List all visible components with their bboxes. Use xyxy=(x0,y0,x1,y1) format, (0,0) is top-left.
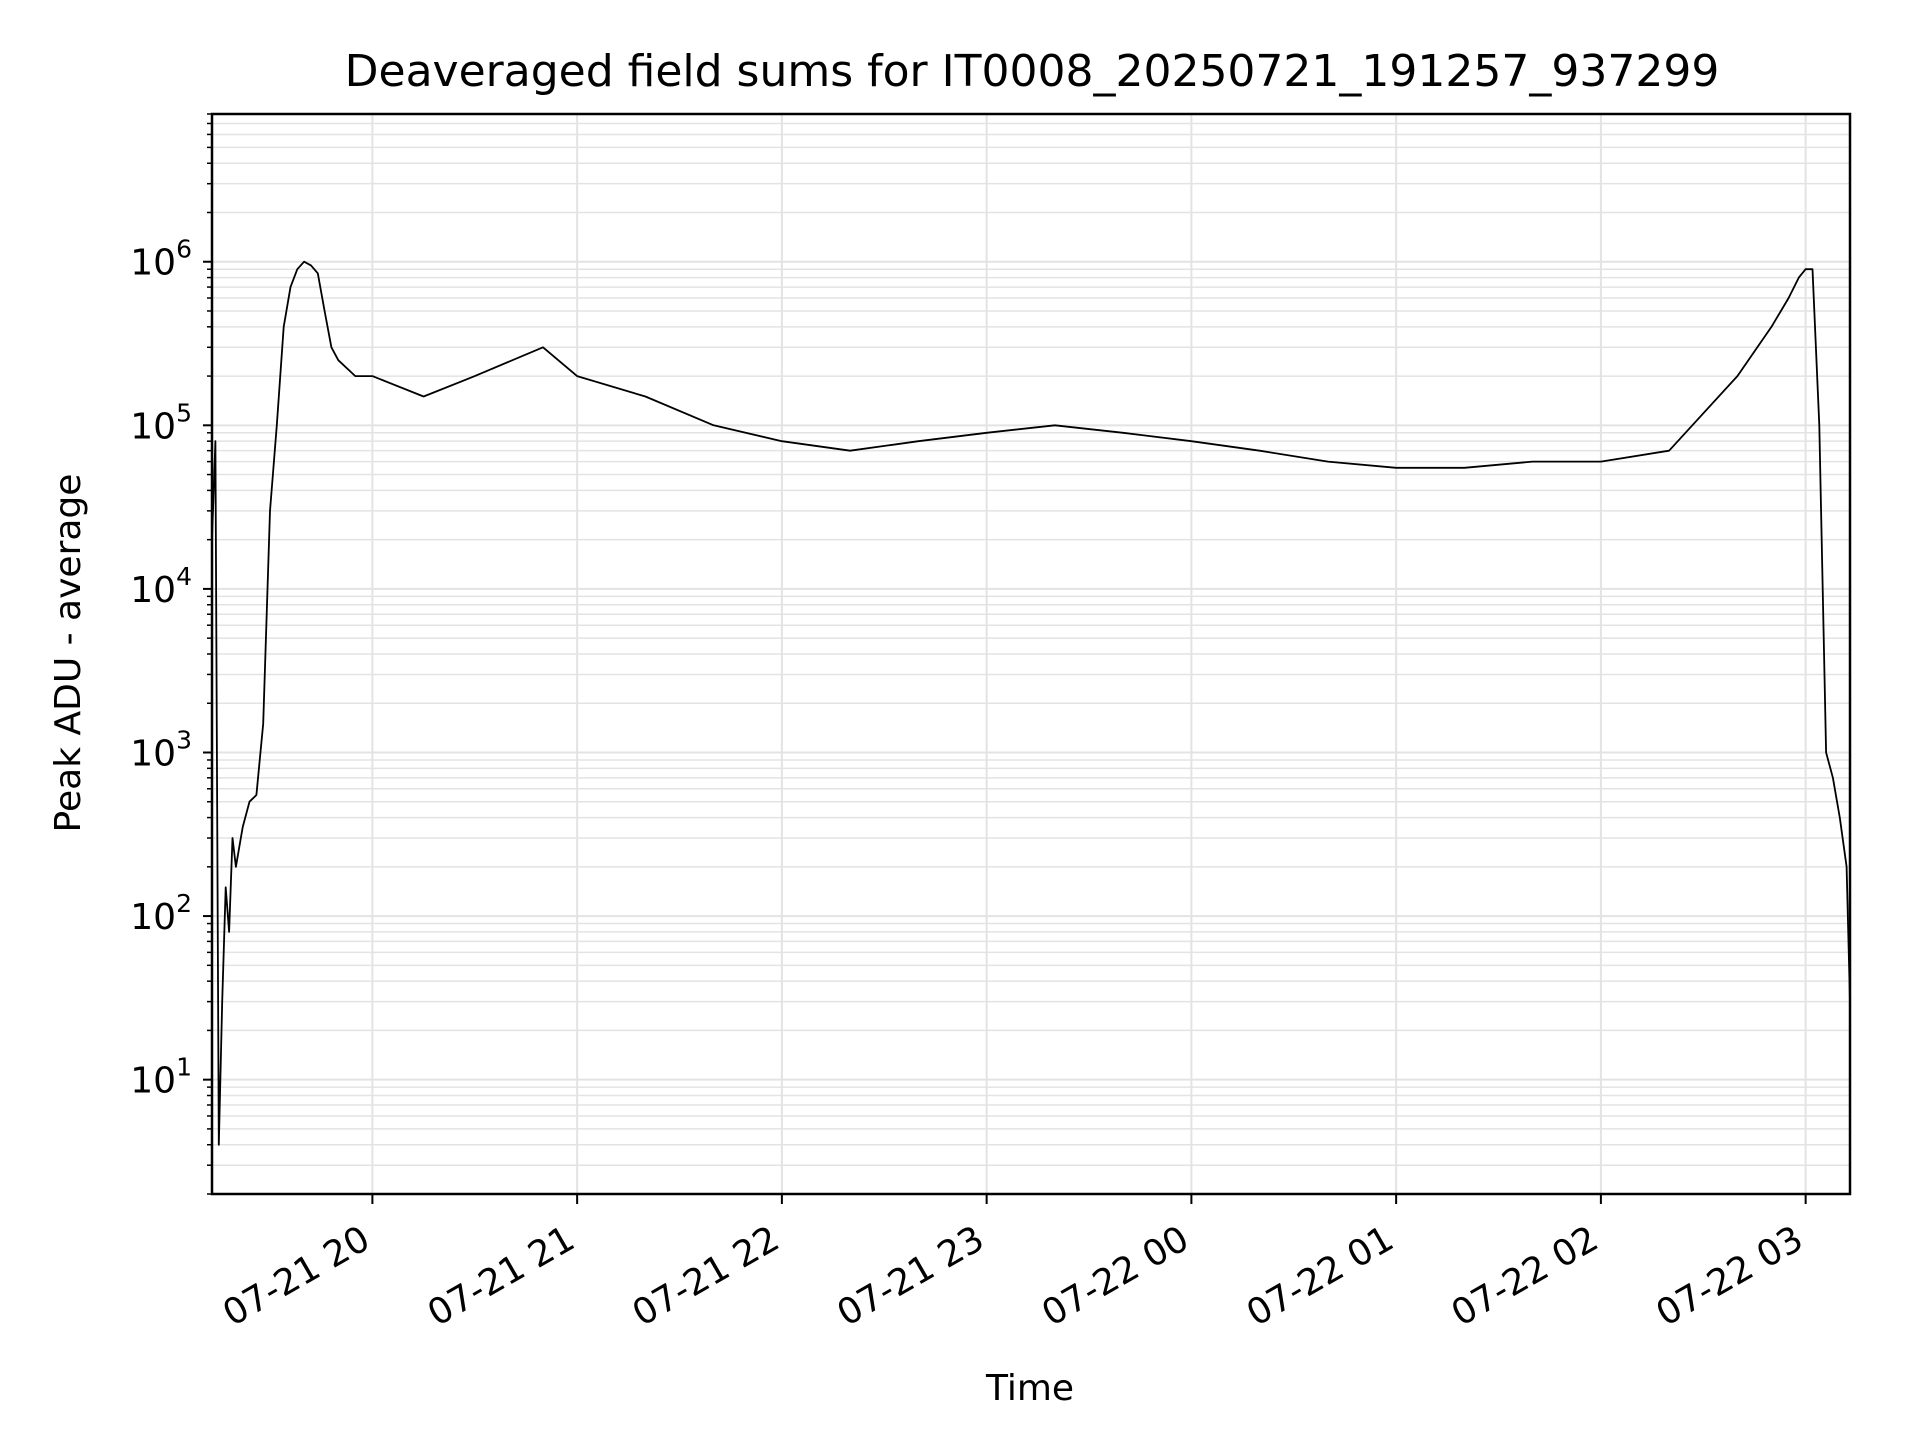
chart-title: Deaveraged field sums for IT0008_2025072… xyxy=(345,46,1720,97)
y-tick-label: 104 xyxy=(130,562,192,611)
series-layer xyxy=(211,260,1851,1146)
y-tick-label: 106 xyxy=(130,235,192,284)
y-tick-label: 101 xyxy=(130,1053,192,1102)
y-tick-label: 102 xyxy=(130,889,192,938)
y-tick-base: 10 xyxy=(130,1061,176,1102)
y-tick-exponent: 2 xyxy=(176,889,192,918)
y-tick-exponent: 5 xyxy=(176,398,192,427)
y-tick-label: 103 xyxy=(130,725,192,774)
y-tick-base: 10 xyxy=(130,243,176,284)
y-tick-base: 10 xyxy=(130,733,176,774)
y-tick-base: 10 xyxy=(130,406,176,447)
y-tick-label: 105 xyxy=(130,398,192,447)
grid xyxy=(212,113,1850,1195)
y-tick-exponent: 3 xyxy=(176,725,192,754)
y-tick-exponent: 6 xyxy=(176,235,192,264)
y-tick-exponent: 1 xyxy=(176,1053,192,1082)
series-line xyxy=(211,260,1851,1146)
y-tick-base: 10 xyxy=(130,570,176,611)
y-axis-label: Peak ADU - average xyxy=(48,474,89,833)
y-tick-exponent: 4 xyxy=(176,562,192,591)
x-axis-label: Time xyxy=(985,1368,1074,1409)
y-tick-base: 10 xyxy=(130,897,176,938)
